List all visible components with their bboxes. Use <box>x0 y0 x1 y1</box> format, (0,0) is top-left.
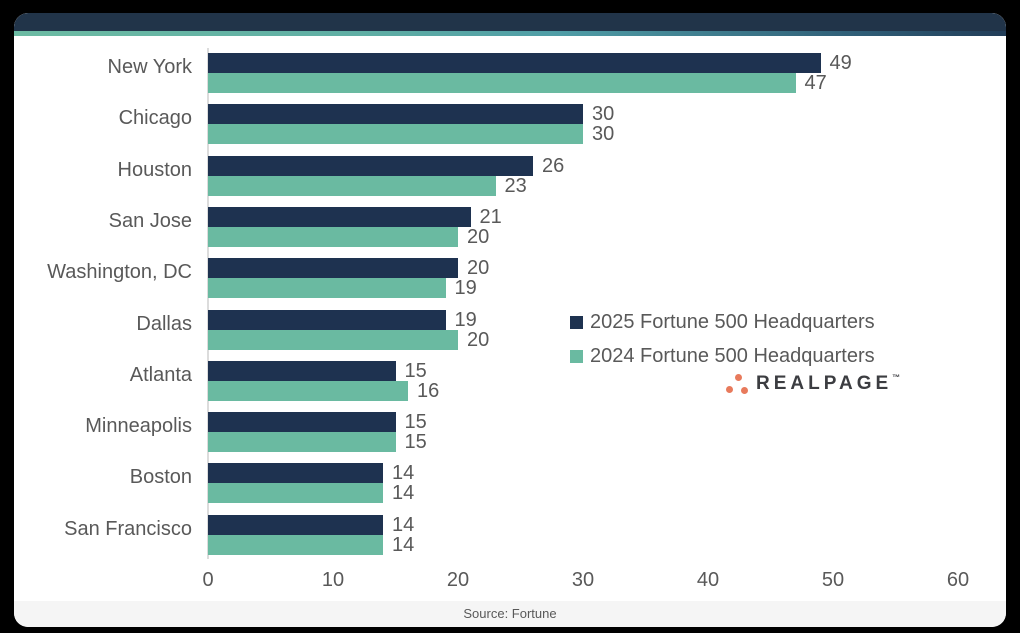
legend-item-2025: 2025 Fortune 500 Headquarters <box>570 311 875 333</box>
bar-2024 <box>208 175 496 196</box>
bar-2025 <box>208 258 458 279</box>
bar-2024 <box>208 534 383 555</box>
category-label: New York <box>107 56 193 78</box>
legend-swatch-2025 <box>570 315 583 329</box>
x-tick-label: 0 <box>202 569 214 591</box>
realpage-text: REALPAGE <box>756 373 893 394</box>
realpage-logo: REALPAGE™ <box>724 371 924 411</box>
logo-dot-right <box>741 387 748 394</box>
bar-value-label: 15 <box>404 431 427 454</box>
x-tick-label: 30 <box>571 569 595 591</box>
bar-value-label: 19 <box>454 308 477 331</box>
bar-row: Dallas 19 20 <box>14 305 1006 356</box>
category-label: Minneapolis <box>85 415 192 438</box>
bar-row: New York 49 47 <box>14 48 1006 99</box>
bar-row: San Jose 21 20 <box>14 202 1006 253</box>
bar-row: San Francisco 14 14 <box>14 510 1006 561</box>
accent-gradient-line <box>14 31 1006 36</box>
legend-item-2024: 2024 Fortune 500 Headquarters <box>570 345 875 367</box>
bar-2025 <box>208 514 383 535</box>
bar-value-label: 26 <box>542 154 565 177</box>
x-tick-label: 20 <box>446 569 470 591</box>
bar-value-label: 23 <box>504 174 527 197</box>
bar-value-label: 15 <box>404 359 427 382</box>
bar-value-label: 16 <box>417 379 440 402</box>
bar-2024 <box>208 73 796 93</box>
bar-row: Washington, DC 20 19 <box>14 253 1006 304</box>
bar-value-label: 30 <box>592 103 615 126</box>
bar-value-label: 20 <box>467 257 490 280</box>
chart-legend: 2025 Fortune 500 Headquarters 2024 Fortu… <box>570 311 875 379</box>
bar-value-label: 14 <box>392 482 415 505</box>
category-label: San Francisco <box>64 517 192 540</box>
bar-2025 <box>208 412 396 433</box>
bar-value-label: 14 <box>392 513 415 536</box>
y-axis-line <box>206 48 209 559</box>
category-label: San Jose <box>108 209 192 232</box>
bar-value-label: 14 <box>392 533 415 556</box>
x-tick-label: 40 <box>696 569 720 591</box>
bar-row: Minneapolis 15 15 <box>14 407 1006 458</box>
category-label: Boston <box>129 466 192 489</box>
bar-value-label: 19 <box>454 277 477 300</box>
category-label: Chicago <box>118 107 192 130</box>
bar-2024 <box>208 329 458 350</box>
bar-2024 <box>208 124 583 145</box>
bar-value-label: 47 <box>804 72 827 94</box>
x-tick-label: 60 <box>946 569 970 591</box>
bar-2025 <box>208 309 446 330</box>
bar-value-label: 30 <box>592 123 615 146</box>
bar-row: Houston 26 23 <box>14 151 1006 202</box>
bar-value-label: 20 <box>467 225 490 248</box>
bar-value-label: 15 <box>404 411 427 434</box>
bar-row: Boston 14 14 <box>14 458 1006 509</box>
bar-row: Chicago 30 30 <box>14 99 1006 150</box>
source-footer: Source: Fortune <box>14 601 1006 627</box>
category-label: Washington, DC <box>47 261 192 284</box>
header-bar <box>14 13 1006 31</box>
legend-label-2024: 2024 Fortune 500 Headquarters <box>590 344 875 367</box>
chart-card: New York 49 47 Chicago 30 30 Houston 26 23 San Jo… <box>14 13 1006 627</box>
bar-2024 <box>208 432 396 453</box>
bar-value-label: 49 <box>829 52 852 74</box>
bar-2025 <box>208 104 583 125</box>
legend-label-2025: 2025 Fortune 500 Headquarters <box>590 310 875 333</box>
x-tick-label: 50 <box>821 569 845 591</box>
bar-2025 <box>208 155 533 176</box>
category-label: Houston <box>117 158 193 181</box>
bar-2025 <box>208 360 396 381</box>
logo-dot-top <box>735 374 742 381</box>
bar-2024 <box>208 483 383 504</box>
bar-chart: New York 49 47 Chicago 30 30 Houston 26 23 San Jo… <box>14 13 1006 627</box>
bar-2024 <box>208 380 408 401</box>
bar-2025 <box>208 463 383 484</box>
category-label: Dallas <box>136 312 192 335</box>
x-tick-label: 10 <box>321 569 345 591</box>
bar-value-label: 21 <box>479 205 502 228</box>
logo-dot-left <box>726 386 733 393</box>
realpage-wordmark: REALPAGE™ <box>756 373 900 395</box>
legend-swatch-2024 <box>570 349 583 363</box>
bar-2024 <box>208 278 446 299</box>
source-text: Source: Fortune <box>463 606 557 621</box>
bar-2024 <box>208 226 458 247</box>
category-label: Atlanta <box>129 363 192 386</box>
bar-2025 <box>208 206 471 227</box>
bar-2025 <box>208 53 821 73</box>
realpage-dots-icon <box>724 371 750 399</box>
trademark-symbol: ™ <box>892 373 901 382</box>
bar-row: Atlanta 15 16 <box>14 356 1006 407</box>
bar-value-label: 20 <box>467 328 490 351</box>
bar-value-label: 14 <box>392 462 415 485</box>
